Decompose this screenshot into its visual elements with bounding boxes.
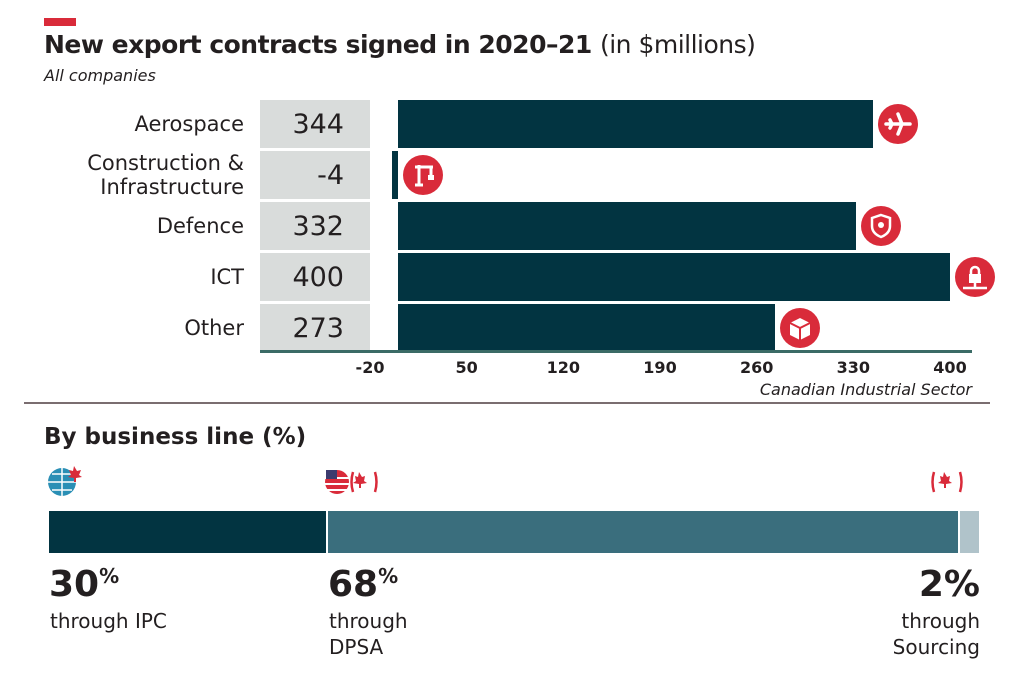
- business-line-label-line: through: [329, 609, 408, 633]
- chart-title: New export contracts signed in 2020–21 (…: [44, 30, 756, 59]
- x-tick-label: 120: [546, 358, 581, 377]
- x-tick-label: 50: [455, 358, 478, 377]
- business-line-title: By business line (%): [44, 424, 307, 450]
- business-line-label: through Sourcing: [893, 608, 980, 660]
- category-label-line: Other: [184, 316, 244, 340]
- value-label: -4: [260, 151, 370, 199]
- business-line-label: through DPSA: [329, 608, 408, 660]
- category-label-line: Infrastructure: [100, 175, 244, 199]
- bar: [392, 151, 398, 199]
- category-label-line: Defence: [156, 214, 244, 238]
- x-axis-line: [260, 350, 972, 353]
- accent-bar: [44, 18, 76, 26]
- globe-canada-icon: [46, 464, 102, 504]
- business-line-segment: [960, 511, 979, 553]
- business-line-label-line: Sourcing: [892, 635, 980, 659]
- x-tick-label: 330: [836, 358, 871, 377]
- x-tick-label: 190: [643, 358, 677, 377]
- value-label: 332: [260, 202, 370, 250]
- x-tick-label: 260: [739, 358, 774, 377]
- x-tick-label: -20: [355, 358, 385, 377]
- us-canada-flag-icon: [325, 464, 381, 504]
- category-label: Aerospace: [134, 112, 244, 136]
- business-line-percent: 68%: [328, 564, 399, 605]
- business-line-segment: [328, 511, 959, 553]
- value-label: 400: [260, 253, 370, 301]
- category-label-line: Aerospace: [134, 112, 244, 136]
- bar: [397, 253, 950, 301]
- bar: [397, 100, 873, 148]
- airplane-icon: [877, 104, 918, 144]
- shield-icon: [861, 206, 902, 246]
- box-icon: [779, 308, 820, 348]
- business-line-label-line: through IPC: [50, 609, 167, 633]
- divider: [24, 402, 990, 404]
- business-line-percent: 2%: [918, 564, 980, 605]
- canada-flag-icon: [920, 464, 976, 504]
- x-tick-label: 400: [933, 358, 967, 377]
- business-line-percent: 30%: [49, 564, 120, 605]
- value-label: 273: [260, 304, 370, 352]
- category-label: Defence: [157, 214, 244, 238]
- category-label-line: Construction &: [87, 151, 244, 175]
- business-line-label: through IPC: [50, 608, 167, 634]
- business-line-segment: [49, 511, 326, 553]
- category-label: Other: [184, 316, 244, 340]
- category-label-line: ICT: [210, 265, 244, 289]
- category-label: ICT: [210, 265, 244, 289]
- x-axis-label: Canadian Industrial Sector: [759, 380, 972, 399]
- category-label: Construction & Infrastructure: [87, 151, 244, 199]
- bar: [397, 304, 775, 352]
- chart-subtitle: All companies: [44, 66, 156, 85]
- business-line-label-line: DPSA: [329, 635, 384, 659]
- business-line-label-line: through: [901, 609, 980, 633]
- lock-network-icon: [955, 257, 995, 297]
- bar: [397, 202, 857, 250]
- value-label: 344: [260, 100, 370, 148]
- crane-icon: [402, 155, 443, 195]
